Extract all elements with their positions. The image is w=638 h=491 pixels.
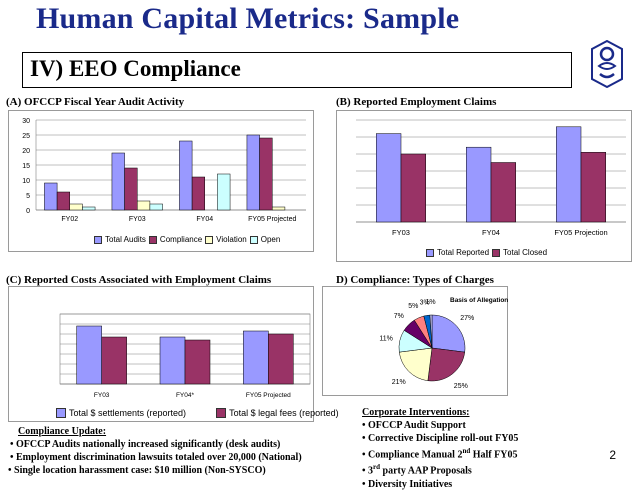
bar-total-legal-fees-reported--fy03	[101, 336, 127, 385]
bar-compliance-fy04	[191, 176, 205, 211]
chart-b-legend: Total Reported Total Closed	[426, 248, 547, 257]
bar-compliance-fy05-projected	[259, 137, 273, 211]
pie-label: 5%	[408, 303, 418, 310]
chart-d-plot: 27% 25% 21% 11% 7% 5% 3%1% Basis of Allegation*	[379, 297, 508, 390]
bar-total-audits-fy03	[111, 152, 125, 211]
bar-open-fy03	[149, 203, 163, 211]
chart-b-heading: (B) Reported Employment Claims	[336, 96, 497, 108]
compliance-update-item: • Employment discrimination lawsuits tot…	[10, 452, 302, 463]
subtitle-box	[22, 52, 572, 88]
bar-total-audits-fy04	[179, 140, 193, 211]
y-tick-label: 15	[22, 163, 30, 170]
bar-total-legal-fees-reported--fy04-	[184, 339, 211, 385]
legend-swatch-compliance	[148, 235, 157, 244]
intervention-item: • Diversity Initiatives	[362, 478, 453, 490]
x-tick-label: FY02	[61, 216, 78, 223]
chart-a-legend: Total Audits Compliance Violation Open	[94, 235, 280, 244]
section-subtitle: IV) EEO Compliance	[30, 56, 241, 81]
legend-total-closed: Total Closed	[503, 248, 548, 257]
legend-settlements: Total $ settlements (reported)	[69, 408, 187, 418]
compliance-update-item: • Single location harassment case: $10 m…	[8, 465, 266, 476]
chart-a-plot: 0 5 10 15 20 25 30 FY02 FY03 FY04 FY05 Projected	[22, 118, 306, 223]
pie-slice-0	[431, 314, 466, 353]
bar-total-reported-fy05-projection	[556, 126, 582, 223]
legend-swatch-open	[249, 235, 258, 244]
bar-compliance-fy02	[56, 191, 70, 211]
pie-label: 3%	[420, 300, 430, 307]
legend-swatch-total-audits	[94, 235, 102, 244]
chart-d-heading: D) Compliance: Types of Charges	[336, 274, 494, 286]
intervention-item: • Corrective Discipline roll-out FY05	[362, 433, 519, 444]
legend-legal-fees: Total $ legal fees (reported)	[229, 408, 339, 418]
sysco-logo-icon	[591, 40, 623, 88]
bar-total-legal-fees-reported--fy05-projected	[268, 333, 294, 385]
legend-swatch-legal-fees	[216, 408, 227, 418]
legend-total-reported: Total Reported	[437, 248, 490, 257]
chart-c-plot: FY03 FY04* FY05 Projected	[59, 313, 311, 399]
bar-violation-fy05-projected	[272, 206, 286, 211]
y-tick-label: 5	[26, 193, 30, 200]
pie-label: 11%	[379, 336, 393, 343]
page-title: Human Capital Metrics: Sample	[36, 2, 460, 35]
legend-swatch-total-reported	[426, 248, 434, 257]
intervention-item: • 3rd party AAP Proposals	[362, 463, 472, 477]
x-tick-label: FY04	[196, 216, 213, 223]
intervention-item: • Compliance Manual 2nd Half FY05	[362, 447, 518, 461]
x-tick-label: FY05 Projected	[248, 216, 296, 223]
bar-total-audits-fy05-projected	[246, 134, 260, 211]
y-tick-label: 10	[22, 178, 30, 185]
y-tick-label: 25	[22, 133, 30, 140]
pie-label: 21%	[392, 379, 406, 386]
compliance-update: Compliance Update: • OFCCP Audits nation…	[8, 425, 302, 477]
y-tick-label: 30	[22, 118, 30, 125]
compliance-update-item: • OFCCP Audits nationally increased sign…	[10, 439, 281, 450]
intervention-item: • OFCCP Audit Support	[362, 420, 466, 431]
corporate-interventions-heading: Corporate Interventions:	[362, 407, 470, 418]
bar-open-fy04	[217, 173, 231, 211]
legend-open: Open	[260, 235, 281, 244]
pie-slice-7	[429, 314, 433, 349]
bar-open-fy02	[82, 206, 96, 211]
y-tick-label: 0	[26, 208, 30, 215]
x-tick-label: FY05 Projected	[246, 392, 291, 399]
bar-total-closed-fy04	[490, 162, 516, 223]
legend-total-audits: Total Audits	[105, 235, 146, 244]
legend-violation: Violation	[216, 235, 247, 244]
pie-label: 7%	[394, 313, 404, 320]
bar-total-settlements-reported--fy04-	[159, 336, 186, 385]
legend-swatch-settlements	[56, 408, 66, 418]
pie-slice-1	[427, 347, 466, 382]
pie-slice-2	[398, 347, 433, 382]
legend-swatch-total-closed	[492, 248, 501, 257]
bar-total-audits-fy02	[44, 182, 58, 211]
x-tick-label: FY05 Projection	[554, 228, 607, 237]
bar-violation-fy03	[137, 200, 151, 211]
bar-compliance-fy03	[124, 167, 138, 211]
chart-c-heading: (C) Reported Costs Associated with Emplo…	[6, 274, 272, 286]
bar-total-settlements-reported--fy03	[76, 325, 102, 385]
bar-total-reported-fy03	[376, 133, 402, 223]
chart-b-plot: FY03 FY04 FY05 Projection	[356, 119, 626, 237]
x-tick-label: FY04*	[176, 392, 195, 399]
pie-label: 25%	[454, 383, 468, 390]
page-number: 2	[609, 448, 616, 462]
chart-a-heading: (A) OFCCP Fiscal Year Audit Activity	[6, 96, 185, 108]
bar-total-closed-fy05-projection	[580, 152, 606, 223]
bar-total-closed-fy03	[400, 153, 426, 223]
x-tick-label: FY03	[94, 392, 110, 399]
x-tick-label: FY03	[392, 228, 410, 237]
bar-violation-fy02	[69, 203, 83, 211]
compliance-update-heading: Compliance Update:	[18, 426, 107, 437]
bar-total-settlements-reported--fy05-projected	[243, 330, 269, 385]
x-tick-label: FY04	[482, 228, 500, 237]
x-tick-label: FY03	[129, 216, 146, 223]
pie-label: 27%	[460, 315, 474, 322]
pie-legend-title: Basis of Allegation*	[450, 297, 508, 304]
legend-compliance: Compliance	[159, 235, 203, 244]
chart-c-legend: Total $ settlements (reported) Total $ l…	[56, 408, 339, 418]
legend-swatch-violation	[205, 235, 214, 244]
pie-label: 1%	[425, 299, 435, 306]
y-tick-label: 20	[22, 148, 30, 155]
bar-total-reported-fy04	[466, 146, 492, 223]
